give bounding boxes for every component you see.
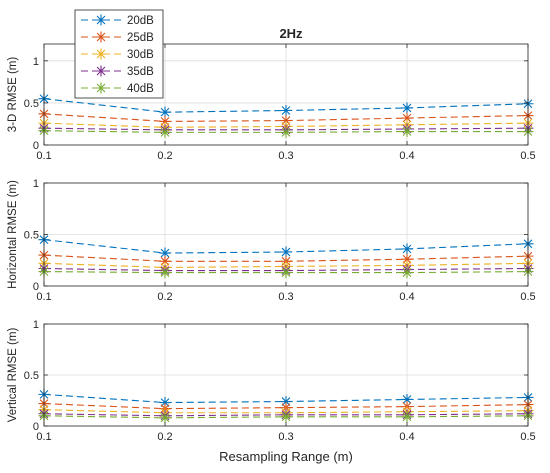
x-tick-label: 0.4 [399, 431, 414, 443]
data-point-20dB [159, 247, 171, 259]
data-point-25dB [401, 253, 413, 265]
legend-entry-35dB: 35dB [81, 65, 154, 78]
legend-label: 40dB [127, 83, 154, 95]
data-point-40dB [401, 267, 413, 279]
legend-label: 20dB [127, 15, 154, 27]
y-axis-label: 3-D RMSE (m) [7, 57, 19, 133]
data-point-20dB [280, 104, 292, 116]
data-point-40dB [280, 267, 292, 279]
x-tick-label: 0.4 [399, 150, 414, 162]
legend: 20dB 25dB 30dB 35dB 40dB [74, 9, 164, 99]
data-point-20dB [159, 106, 171, 118]
legend-label: 35dB [127, 66, 154, 78]
data-point-40dB [159, 267, 171, 279]
y-axis-label: Vertical RMSE (m) [7, 328, 19, 423]
x-tick-label: 0.3 [278, 150, 293, 162]
data-point-40dB [280, 126, 292, 138]
x-axis-label: Resampling Range (m) [219, 449, 353, 464]
data-point-40dB [401, 126, 413, 138]
subplot-2: 0.1 0.2 0.3 0.4 0.5 0 0.5 1 Horizontal RMSE (m) [7, 178, 536, 303]
legend-marker [95, 14, 107, 26]
data-point-20dB [280, 396, 292, 408]
x-tick-label: 0.1 [36, 291, 51, 303]
x-tick-label: 0.2 [157, 291, 172, 303]
y-tick-label: 0 [33, 421, 39, 433]
x-tick-label: 0.1 [36, 150, 51, 162]
data-point-20dB [280, 246, 292, 258]
legend-label: 30dB [127, 49, 154, 61]
data-point-20dB [401, 393, 413, 405]
legend-entry-20dB: 20dB [81, 14, 154, 27]
x-tick-label: 0.1 [36, 431, 51, 443]
legend-marker [95, 48, 107, 60]
data-point-25dB [401, 112, 413, 124]
x-tick-label: 0.5 [520, 431, 535, 443]
legend-marker [95, 65, 107, 77]
figure-title: 2Hz [279, 26, 303, 41]
y-axis-label: Horizontal RMSE (m) [7, 180, 19, 289]
x-tick-label: 0.4 [399, 291, 414, 303]
data-point-20dB [401, 102, 413, 114]
x-tick-label: 0.5 [520, 150, 535, 162]
x-tick-label: 0.5 [520, 291, 535, 303]
y-tick-label: 0.5 [24, 230, 39, 242]
data-point-40dB [159, 412, 171, 424]
y-tick-label: 1 [33, 178, 39, 190]
y-tick-label: 1 [33, 56, 39, 68]
legend-entry-40dB: 40dB [81, 82, 154, 95]
x-tick-label: 0.3 [278, 431, 293, 443]
data-point-20dB [401, 243, 413, 255]
legend-marker [95, 31, 107, 43]
legend-label: 25dB [127, 32, 154, 44]
y-tick-label: 0 [33, 140, 39, 152]
data-point-40dB [159, 126, 171, 138]
data-point-25dB [159, 255, 171, 267]
y-tick-label: 0.5 [24, 370, 39, 382]
data-point-40dB [401, 411, 413, 423]
x-tick-label: 0.3 [278, 291, 293, 303]
y-tick-label: 1 [33, 319, 39, 331]
legend-entry-30dB: 30dB [81, 48, 154, 61]
x-tick-label: 0.2 [157, 150, 172, 162]
x-tick-label: 0.2 [157, 431, 172, 443]
data-point-25dB [280, 115, 292, 127]
subplot-3: 0.1 0.2 0.3 0.4 0.5 0 0.5 1 Vertical RMSE (m) [7, 319, 536, 443]
data-point-40dB [280, 411, 292, 423]
legend-marker [95, 82, 107, 94]
legend-entry-25dB: 25dB [81, 31, 154, 44]
y-tick-label: 0 [33, 281, 39, 293]
data-point-25dB [159, 115, 171, 127]
subplots: 0.1 0.2 0.3 0.4 0.500.513-D RMSE (m)0.1 0.2 0.… [7, 43, 536, 443]
y-tick-label: 0.5 [24, 98, 39, 110]
data-point-20dB [159, 397, 171, 409]
